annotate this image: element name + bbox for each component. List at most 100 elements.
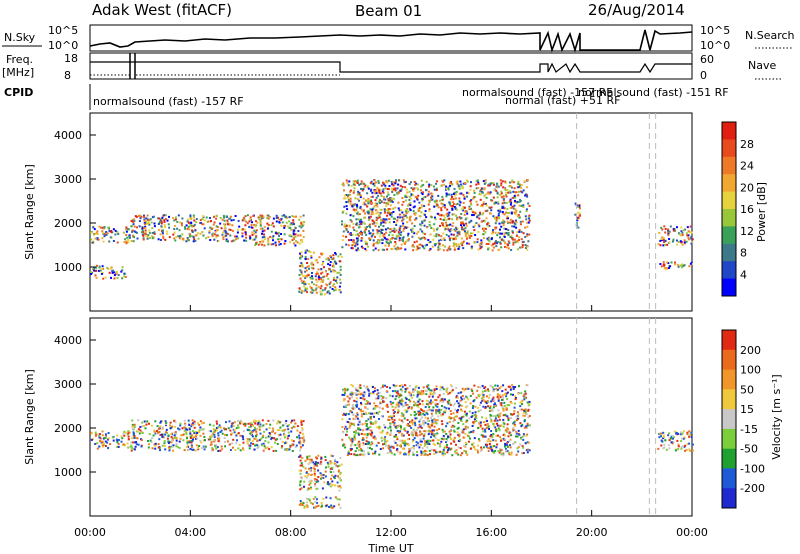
velocity-cell [395,395,398,398]
velocity-cell [491,409,494,412]
velocity-cell [214,429,217,432]
velocity-cell [412,445,415,447]
power-cell [395,224,398,226]
power-cell [339,260,342,263]
power-cell [292,221,295,224]
power-cell [399,184,402,187]
velocity-cell [366,434,369,436]
velocity-cell [479,426,482,428]
power-cell [378,214,381,217]
velocity-data-layer [90,318,694,516]
velocity-cell [407,407,410,410]
power-cell [496,196,499,199]
velocity-cell [469,447,472,450]
velocity-cell [315,498,318,501]
velocity-cell [389,400,392,403]
velocity-cell [344,404,347,407]
power-cell [298,287,301,290]
velocity-cell [490,430,493,432]
power-cell [225,234,228,237]
velocity-cell [147,446,150,449]
velocity-cell [128,431,131,434]
velocity-cell [514,395,517,398]
velocity-cell [498,394,501,397]
velocity-cell [307,504,309,507]
power-cell [143,218,146,221]
velocity-cell [527,441,530,444]
velocity-cell [302,502,305,505]
velocity-cell [490,434,493,436]
velocity-cell [510,453,513,456]
power-cell [90,271,92,274]
velocity-cell [158,431,161,433]
power-cell [435,228,438,231]
power-cell [358,191,361,194]
power-cell [375,196,378,199]
power-cell [312,267,315,270]
power-cell [152,215,155,218]
velocity-cell [431,429,434,432]
velocity-cell [101,445,104,448]
power-cell [292,236,295,239]
velocity-cell [217,440,220,443]
velocity-cell [519,405,522,408]
velocity-cell [433,435,436,438]
velocity-cell [477,394,480,396]
power-cell [123,241,126,243]
power-cell [108,240,111,243]
power-cell [502,195,505,198]
velocity-cell [446,446,448,449]
velocity-cell [484,386,487,389]
power-cell [382,221,385,224]
velocity-cell [357,423,360,426]
power-cell [484,210,487,213]
power-cell [164,238,167,241]
power-cell [377,182,380,184]
velocity-cell [423,440,426,443]
power-cell [480,193,483,196]
velocity-cell [399,443,402,446]
velocity-cell [428,449,431,452]
power-cell [135,231,138,234]
velocity-cell [371,412,374,415]
power-cell [411,235,414,238]
power-cell [661,228,664,231]
velocity-cell [479,424,482,427]
velocity-cell [233,431,236,434]
velocity-cell [313,474,316,477]
velocity-cell [464,425,467,428]
power-cell [412,210,415,212]
velocity-cell [401,385,404,388]
power-cell [359,196,362,199]
power-cell [193,219,196,222]
power-cell [122,231,125,234]
power-cell [394,180,397,183]
velocity-cell [159,421,162,424]
velocity-cell [199,420,202,423]
velocity-cell [415,444,418,447]
velocity-cell [274,441,277,444]
power-cell [501,196,504,199]
velocity-cell [482,393,485,396]
power-cell [334,279,337,282]
velocity-cell [681,432,684,435]
velocity-cell [327,483,330,486]
velocity-cell [130,441,133,444]
velocity-cell [397,410,400,413]
velocity-cell [517,392,520,395]
velocity-cell [219,426,222,429]
velocity-cell [680,437,683,440]
power-cell [338,285,341,288]
power-cell [232,239,235,242]
power-cell [487,238,490,241]
velocity-cell [320,457,323,460]
power-cell [373,190,376,193]
velocity-cell [152,434,155,437]
velocity-cell [517,446,520,449]
velocity-cell [131,423,134,426]
velocity-cell [355,392,358,395]
power-cell [228,228,231,231]
power-cell [449,182,452,185]
velocity-cell [513,406,516,409]
